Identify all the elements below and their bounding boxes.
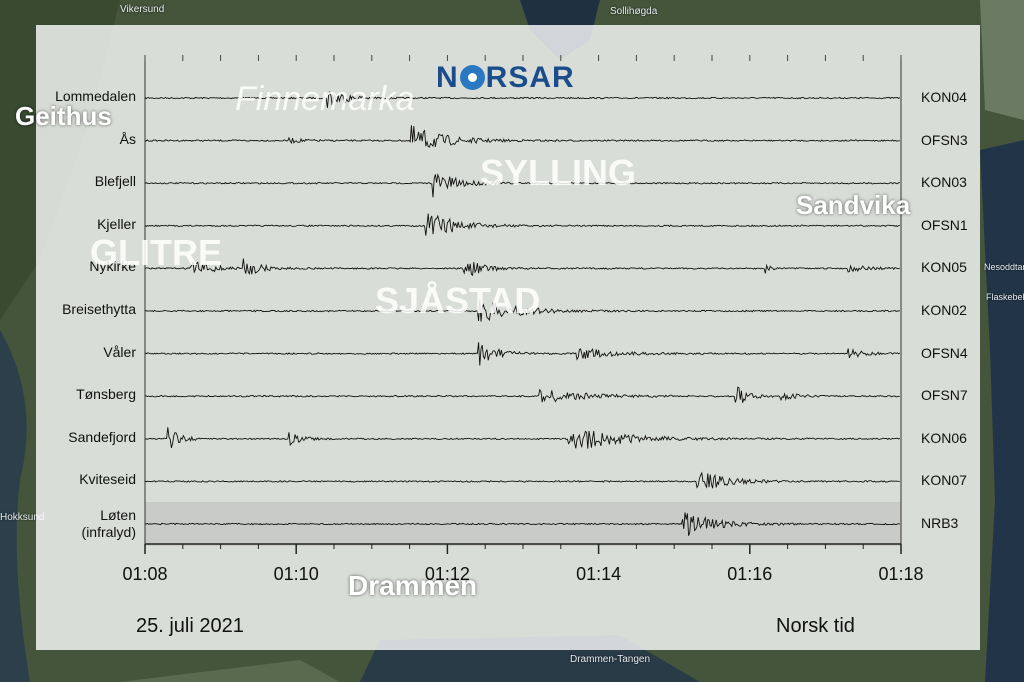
map-label-sylling: SYLLING <box>480 152 637 193</box>
seismogram-panel: N RSAR Lommedalen Ås Blefjell Kjeller Nykirke… <box>36 25 980 650</box>
station-code-label: OFSN3 <box>921 131 968 148</box>
station-code-label: KON03 <box>921 174 967 191</box>
seismogram-chart <box>144 55 902 554</box>
trace-kon07 <box>144 471 900 489</box>
norsar-logo: N RSAR <box>436 61 575 94</box>
trace-kon03 <box>144 173 900 198</box>
station-name-label: Blefjell <box>94 173 136 190</box>
station-name-label: Ås <box>119 130 136 147</box>
trace-ofsn7 <box>144 386 900 403</box>
trace-ofsn3 <box>144 125 900 148</box>
station-code-label: OFSN1 <box>921 216 968 233</box>
station-code-label: NRB3 <box>921 515 959 531</box>
map-label-hokksund: Hokksund <box>0 512 45 523</box>
station-name-label: Kjeller <box>97 215 136 232</box>
timezone-label: Norsk tid <box>776 615 855 637</box>
time-tick-label: 01:16 <box>727 564 773 584</box>
station-code-label: KON02 <box>921 302 967 318</box>
map-label-sandvika: Sandvika <box>796 190 911 220</box>
station-name-label: Sandefjord <box>68 428 136 445</box>
station-code-label: KON05 <box>921 259 967 276</box>
map-label-geithus: Geithus <box>15 101 112 131</box>
map-label-sjastad: SJÅSTAD <box>375 280 541 321</box>
trace-kon05 <box>144 258 900 276</box>
station-code-label: KON04 <box>921 89 967 105</box>
trace-kon04 <box>144 90 901 108</box>
time-tick-label: 01:08 <box>122 564 168 584</box>
time-tick-label: 01:10 <box>273 564 319 584</box>
station-name-label: Tønsberg <box>76 386 136 403</box>
map-label-drammen: Drammen <box>348 570 478 601</box>
trace-nrb3 <box>144 512 901 536</box>
map-label-drammen-tangen: Drammen-Tangen <box>570 654 651 665</box>
trace-ofsn1 <box>144 213 900 236</box>
trace-ofsn4 <box>144 342 901 366</box>
map-label-flaskebekk: Flaskebekk <box>986 292 1024 302</box>
station-name-label: Løten (infralyd) <box>81 507 136 540</box>
map-label-glitre: GLITRE <box>90 232 222 273</box>
map-label-nesodden: Nesoddtangen <box>984 262 1024 272</box>
date-label: 25. juli 2021 <box>136 615 244 637</box>
station-name-label: Nykirke <box>89 258 136 275</box>
station-name-label: Våler <box>103 343 136 360</box>
time-tick-label: 01:12 <box>424 564 470 584</box>
map-label-sollihogda: Sollihøgda <box>610 6 658 17</box>
trace-kon06 <box>144 427 901 449</box>
time-tick-label: 01:18 <box>878 564 924 584</box>
time-tick-label: 01:14 <box>576 564 622 584</box>
station-code-label: OFSN7 <box>921 387 968 404</box>
map-label-vikersund: Vikersund <box>120 4 165 15</box>
map-label-finnemarka: Finnemarka <box>235 80 415 118</box>
station-name-label: Lommedalen <box>55 88 136 104</box>
station-code-label: KON07 <box>921 472 967 489</box>
station-code-label: KON06 <box>921 429 967 446</box>
trace-kon02 <box>144 299 900 322</box>
station-name-label: Breisethytta <box>62 301 136 317</box>
station-code-label: OFSN4 <box>921 344 968 361</box>
station-name-label: Kviteseid <box>79 471 136 488</box>
